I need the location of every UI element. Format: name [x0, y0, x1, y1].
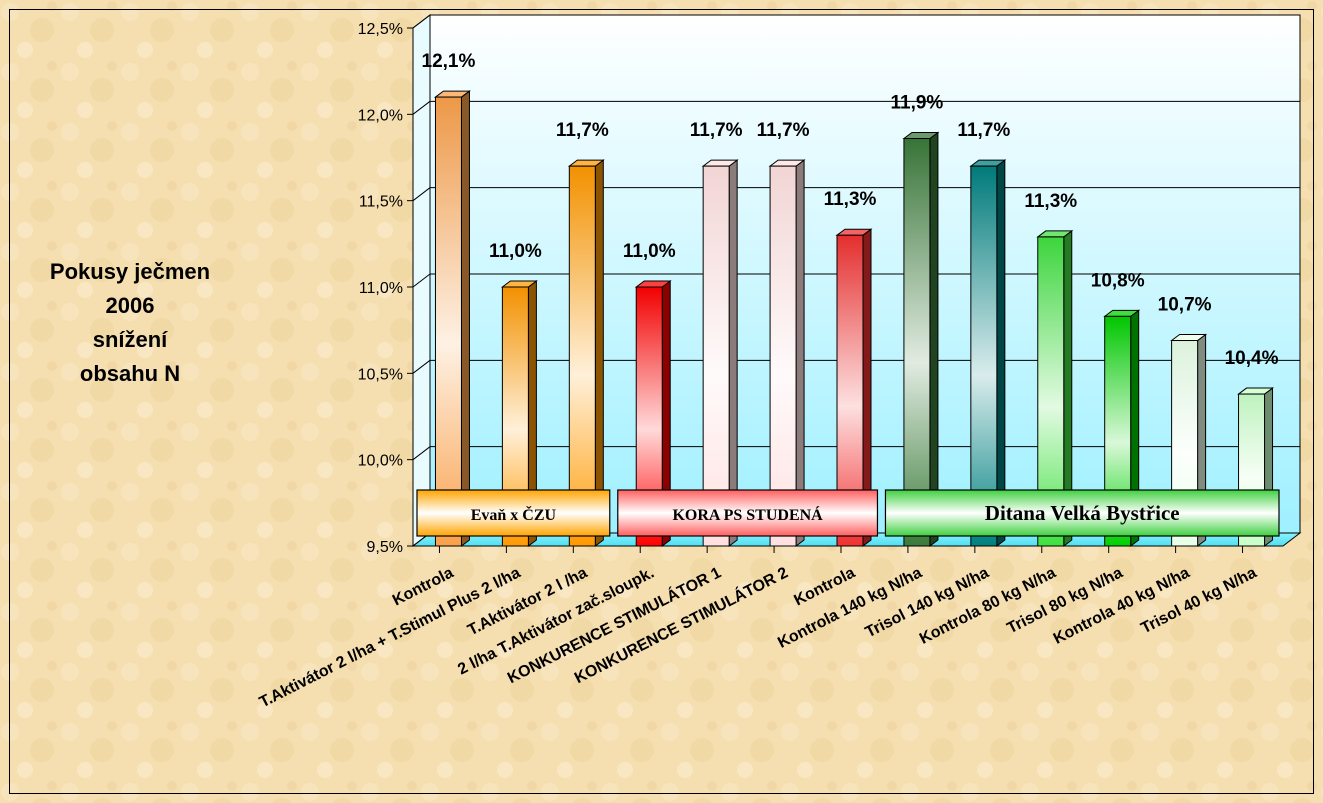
data-label: 11,7% — [757, 120, 810, 141]
chart-border — [9, 9, 1314, 794]
gridline-side — [412, 100, 431, 115]
bar-side — [460, 90, 470, 547]
data-label: 12,1% — [422, 51, 476, 72]
bar-side — [996, 159, 1006, 547]
bar-front — [903, 138, 931, 547]
group-label-box: KORA PS STUDENÁ — [617, 489, 879, 537]
data-label: 11,3% — [824, 189, 877, 210]
data-label: 11,0% — [623, 241, 676, 262]
group-label-text: Ditana Velká Bystřice — [985, 501, 1180, 525]
bar — [433, 90, 471, 547]
gridline-side — [412, 14, 431, 29]
side-title-line: obsahu N — [79, 361, 181, 386]
bar-side — [728, 159, 738, 547]
gridline-side — [412, 359, 431, 374]
bar-side — [929, 131, 939, 547]
y-tick-label: 10,5% — [358, 366, 403, 383]
data-label: 10,4% — [1225, 348, 1279, 369]
data-label: 11,3% — [1024, 191, 1077, 212]
data-label: 10,8% — [1091, 270, 1145, 291]
gridline-side — [412, 187, 431, 202]
group-box-frame — [617, 489, 879, 537]
bar-front — [702, 165, 730, 547]
bar — [768, 159, 806, 547]
y-tick-label: 10,0% — [358, 453, 403, 470]
gridline-side — [412, 446, 431, 461]
data-label: 10,7% — [1158, 295, 1212, 316]
side-title: Pokusy ječmen 2006 snížení obsahu N — [30, 255, 230, 391]
y-tick-label: 11,0% — [359, 280, 403, 297]
group-label-text: KORA PS STUDENÁ — [672, 505, 823, 524]
data-label: 11,7% — [957, 120, 1010, 141]
bar — [902, 131, 940, 547]
bar-front — [568, 165, 596, 547]
y-tick-label: 11,5% — [359, 194, 403, 211]
y-tick-label: 12,5% — [358, 21, 403, 38]
data-label: 11,9% — [891, 93, 944, 114]
group-label-box: Ditana Velká Bystřice — [884, 489, 1280, 537]
bar-front — [769, 165, 797, 547]
side-title-line: 2006 — [105, 293, 155, 318]
bar — [969, 159, 1007, 547]
y-tick-label: 12,0% — [358, 107, 403, 124]
data-label: 11,7% — [556, 120, 609, 141]
bar — [701, 159, 739, 547]
group-label-text: Evaň x ČZU — [471, 505, 557, 524]
data-label: 11,7% — [690, 120, 743, 141]
side-title-line: Pokusy ječmen — [49, 259, 211, 284]
group-label-box: Evaň x ČZU — [416, 489, 611, 537]
side-title-line: snížení — [92, 327, 168, 352]
group-box-frame — [884, 489, 1280, 537]
bar-side — [594, 159, 604, 547]
group-box-frame — [416, 489, 611, 537]
bar-side — [795, 159, 805, 547]
bar-front — [434, 96, 462, 547]
data-label: 11,0% — [489, 241, 542, 262]
bar — [567, 159, 605, 547]
bar-front — [970, 165, 998, 547]
gridline-side — [412, 273, 431, 288]
y-tick-label: 9,5% — [367, 539, 403, 556]
